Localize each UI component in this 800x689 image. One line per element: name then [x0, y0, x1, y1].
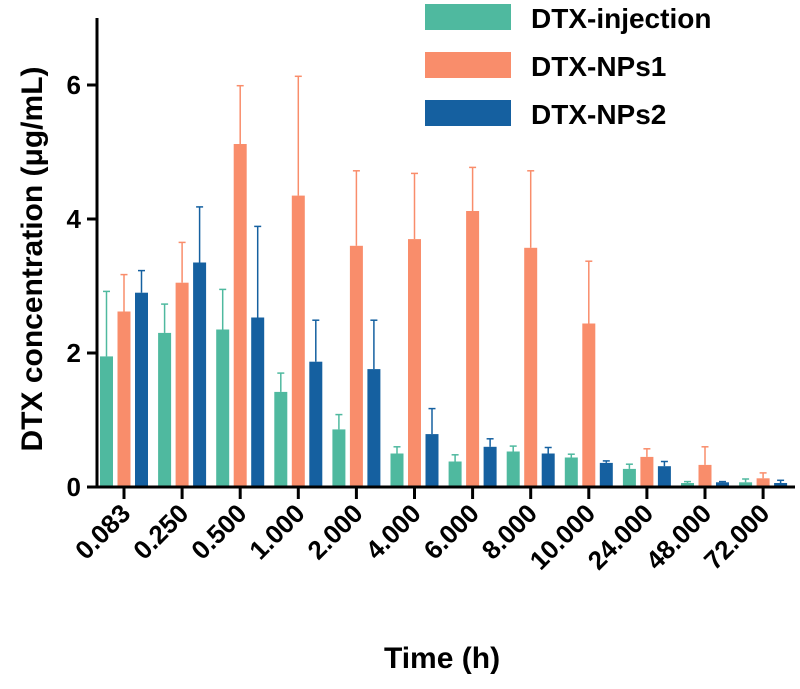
error-bar-layer	[103, 75, 785, 483]
bar-dtx-nps2-48.000	[716, 482, 729, 487]
bar-dtx-nps1-1.000	[291, 195, 305, 487]
bar-dtx-injection-10.000	[564, 457, 578, 487]
legend: DTX-injection DTX-NPs1 DTX-NPs2	[425, 3, 711, 130]
x-tick-label-0.250: 0.250	[127, 498, 194, 565]
x-tick-label-1.000: 1.000	[243, 498, 310, 565]
x-axis-title: Time (h)	[384, 642, 500, 675]
bar-dtx-nps1-0.083	[117, 311, 131, 487]
y-tick-label-4: 4	[67, 204, 82, 234]
y-tick-label-2: 2	[67, 338, 81, 368]
bar-dtx-injection-0.250	[158, 332, 172, 487]
x-tick-label-0.500: 0.500	[185, 498, 252, 565]
x-tick-label-4.000: 4.000	[360, 498, 427, 565]
bar-dtx-nps2-24.000	[657, 466, 671, 487]
x-tick-label-10.000: 10.000	[524, 498, 601, 575]
bar-dtx-injection-6.000	[448, 461, 462, 487]
bar-dtx-nps2-10.000	[599, 462, 613, 487]
bar-dtx-nps2-6.000	[483, 446, 497, 487]
bar-layer	[100, 144, 788, 487]
bar-dtx-nps1-2.000	[349, 245, 363, 487]
bar-dtx-injection-0.500	[216, 329, 230, 487]
bar-dtx-nps1-24.000	[640, 456, 654, 487]
bar-dtx-nps2-4.000	[425, 434, 439, 487]
bar-dtx-injection-1.000	[274, 391, 288, 487]
bar-dtx-nps2-0.250	[193, 262, 207, 487]
bar-dtx-nps2-72.000	[774, 483, 788, 487]
x-tick-label-0.083: 0.083	[69, 498, 136, 565]
y-tick-layer: 0 2 4 6	[67, 70, 97, 502]
bar-dtx-nps2-0.500	[251, 317, 265, 487]
x-tick-layer: 0.0830.2500.5001.0002.0004.0006.0008.000…	[69, 487, 775, 575]
bar-dtx-injection-48.000	[681, 483, 694, 487]
legend-label-dtx-nps2: DTX-NPs2	[531, 99, 666, 130]
bar-dtx-injection-24.000	[622, 468, 636, 487]
bar-dtx-nps1-8.000	[524, 247, 538, 487]
y-axis-title: DTX concentration (μg/mL)	[16, 66, 49, 451]
legend-label-dtx-nps1: DTX-NPs1	[531, 51, 666, 82]
x-tick-label-24.000: 24.000	[582, 498, 659, 575]
bar-dtx-nps1-6.000	[466, 211, 480, 487]
bar-dtx-nps1-4.000	[408, 239, 421, 487]
x-tick-label-2.000: 2.000	[301, 498, 368, 565]
bar-dtx-nps2-2.000	[367, 369, 381, 487]
bar-dtx-nps1-48.000	[698, 464, 712, 487]
x-tick-label-48.000: 48.000	[640, 498, 717, 575]
bar-dtx-nps1-72.000	[756, 478, 770, 487]
x-tick-label-6.000: 6.000	[418, 498, 485, 565]
legend-label-dtx-injection: DTX-injection	[531, 3, 711, 34]
bar-dtx-injection-8.000	[506, 451, 520, 487]
bar-dtx-injection-4.000	[390, 453, 404, 487]
bar-dtx-nps1-10.000	[582, 323, 596, 487]
y-tick-label-0: 0	[67, 472, 81, 502]
legend-swatch-dtx-nps1	[425, 52, 511, 78]
bar-dtx-nps2-0.083	[135, 292, 148, 487]
bar-dtx-injection-72.000	[739, 482, 753, 487]
bar-dtx-nps1-0.250	[175, 282, 189, 487]
bar-dtx-injection-2.000	[332, 429, 346, 487]
legend-swatch-dtx-nps2	[425, 100, 511, 126]
bar-dtx-nps1-0.500	[233, 144, 247, 487]
bar-dtx-injection-0.083	[100, 356, 113, 487]
bar-dtx-nps2-8.000	[541, 453, 555, 487]
y-tick-label-6: 6	[67, 70, 81, 100]
x-tick-label-72.000: 72.000	[698, 498, 775, 575]
legend-swatch-dtx-injection	[425, 4, 511, 30]
bar-dtx-nps2-1.000	[309, 361, 323, 487]
